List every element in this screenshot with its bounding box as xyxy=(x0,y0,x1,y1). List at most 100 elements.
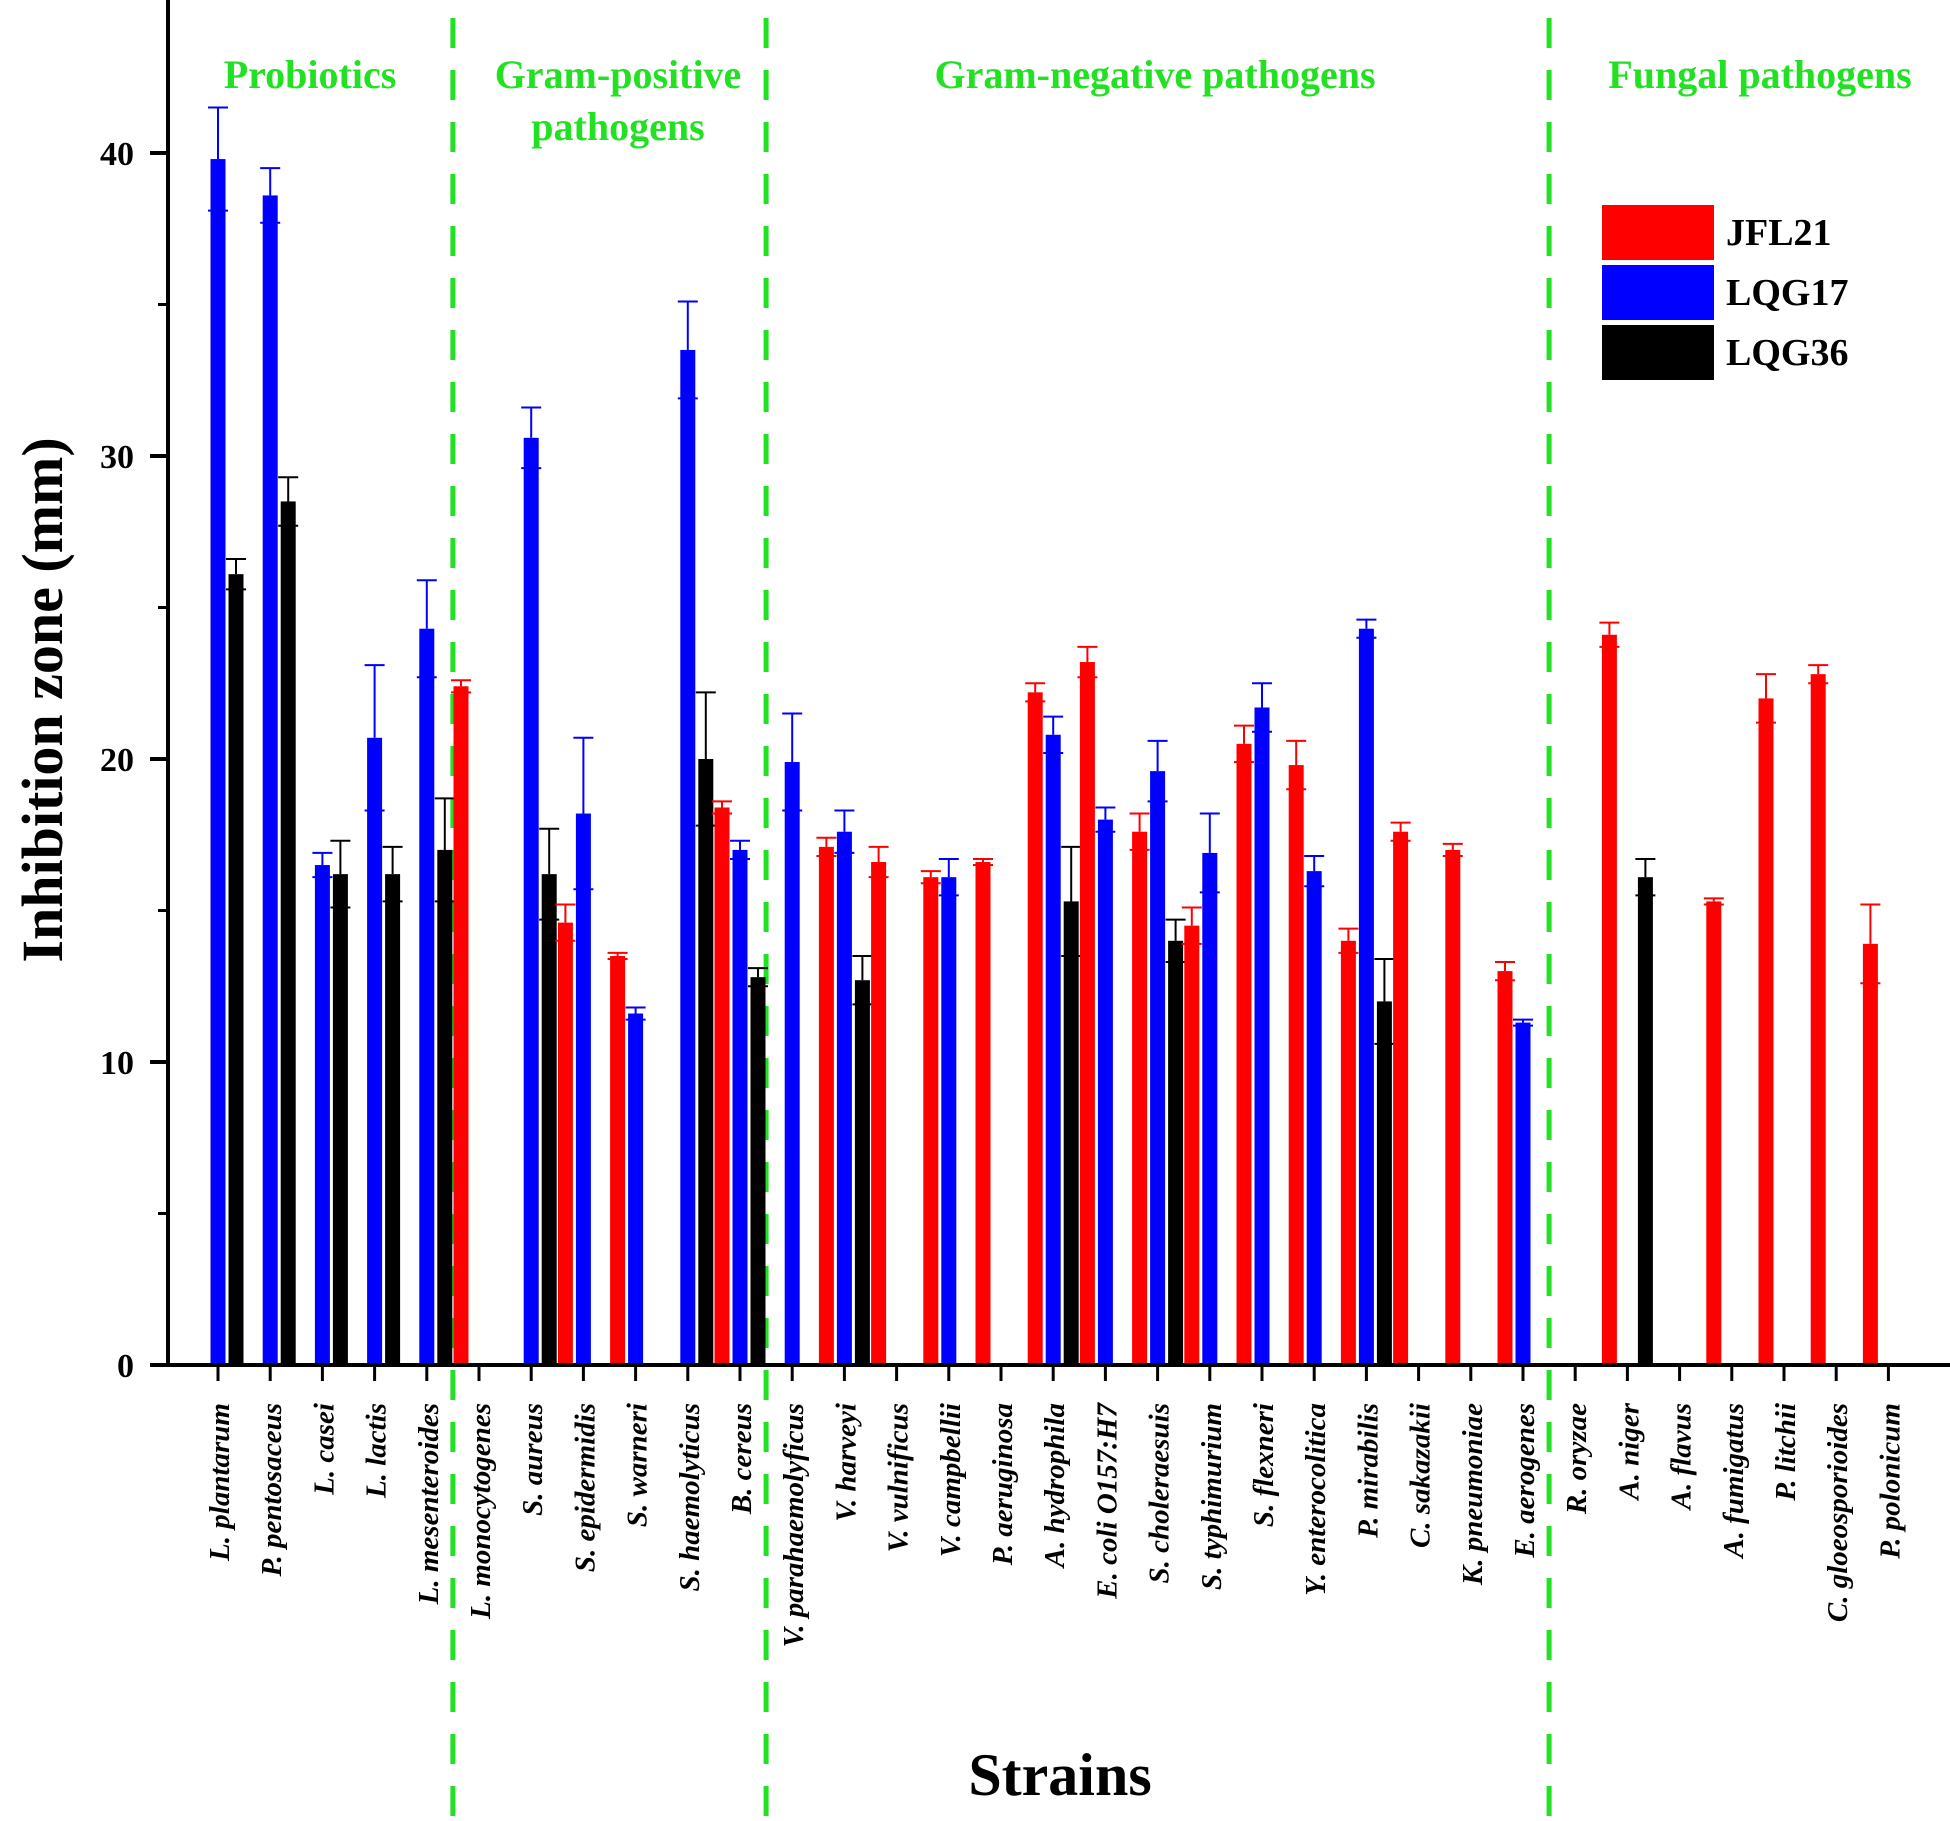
bar-jfl21-e-aerogenes xyxy=(1497,971,1513,1365)
error-bar-lqg17-y-enterocolitica xyxy=(1304,854,1325,888)
bar-lqg17-b-cereus xyxy=(732,849,748,1365)
y-tick-label-20: 20 xyxy=(100,742,134,779)
category-label-c-sakazakii: C. sakazakii xyxy=(1405,1403,1437,1548)
error-bar-lqg36-p-mirabilis xyxy=(1374,957,1395,1045)
axes-layer xyxy=(150,0,1950,1381)
bar-jfl21-c-gloeosporioides xyxy=(1810,674,1826,1365)
bar-jfl21-v-vulnificus xyxy=(871,862,887,1365)
error-bar-jfl21-e-coli-o157-h7 xyxy=(1077,645,1098,679)
bar-jfl21-p-litchii xyxy=(1758,698,1774,1365)
category-label-s-flexneri: S. flexneri xyxy=(1248,1403,1280,1527)
category-label-a-fumigatus: A. fumigatus xyxy=(1718,1403,1750,1560)
bar-jfl21-y-enterocolitica xyxy=(1288,765,1304,1365)
bar-lqg36-l-plantarum xyxy=(228,574,244,1365)
error-bar-jfl21-e-aerogenes xyxy=(1495,961,1515,982)
bar-lqg36-a-niger xyxy=(1637,877,1653,1365)
bar-lqg17-e-coli-o157-h7 xyxy=(1097,819,1113,1365)
category-label-s-haemolyticus: S. haemolyticus xyxy=(674,1403,706,1592)
category-label-p-polonicum: P. polonicum xyxy=(1874,1403,1906,1560)
bar-lqg36-p-mirabilis xyxy=(1376,1001,1392,1365)
bar-lqg36-v-harveyi xyxy=(854,980,870,1365)
error-bar-jfl21-b-cereus xyxy=(712,800,732,815)
text-layer: Probiotics Gram-positive pathogens Gram-neg… xyxy=(10,52,1912,1808)
error-bar-jfl21-l-monocytogenes xyxy=(451,679,471,694)
error-bar-jfl21-c-sakazakii xyxy=(1390,821,1411,842)
bar-jfl21-a-hydrophila xyxy=(1027,692,1043,1365)
bar-lqg36-s-choleraesuis xyxy=(1168,940,1184,1365)
error-bar-lqg17-v-harveyi xyxy=(834,809,855,854)
category-label-s-epidermidis: S. epidermidis xyxy=(569,1403,601,1572)
error-bar-lqg36-a-hydrophila xyxy=(1061,845,1082,957)
error-bar-lqg17-s-flexneri xyxy=(1252,682,1272,733)
bar-jfl21-l-monocytogenes xyxy=(453,686,469,1365)
error-bar-lqg36-v-harveyi xyxy=(852,954,873,1006)
error-bar-lqg17-v-campbellii xyxy=(938,857,959,897)
error-bar-lqg36-s-aureus xyxy=(539,827,560,921)
category-label-p-mirabilis: P. mirabilis xyxy=(1352,1403,1384,1539)
error-bar-jfl21-p-polonicum xyxy=(1860,903,1881,985)
bar-jfl21-p-mirabilis xyxy=(1340,940,1356,1365)
category-label-r-oryzae: R. oryzae xyxy=(1561,1403,1593,1515)
bar-jfl21-a-niger xyxy=(1601,634,1617,1365)
category-label-c-gloeosporioides: C. gloeosporioides xyxy=(1822,1403,1854,1622)
bar-jfl21-p-aeruginosa xyxy=(975,862,991,1365)
y-tick-label-30: 30 xyxy=(100,439,134,476)
bar-lqg36-l-mesenteroides xyxy=(437,849,453,1365)
y-tick-label-0: 0 xyxy=(117,1348,134,1385)
bar-lqg36-s-aureus xyxy=(541,874,557,1365)
bar-lqg17-v-harveyi xyxy=(836,831,852,1365)
legend-swatch-lqg17 xyxy=(1602,265,1714,320)
bar-lqg17-l-plantarum xyxy=(210,159,226,1365)
category-label-l-lactis: L. lactis xyxy=(361,1403,393,1499)
error-bar-jfl21-p-aeruginosa xyxy=(973,857,993,867)
category-label-l-casei: L. casei xyxy=(308,1403,340,1496)
category-label-a-niger: A. niger xyxy=(1613,1402,1645,1501)
group-label-gram-negative-pathogens: Gram-negative pathogens xyxy=(934,52,1375,97)
category-label-v-campbellii: V. campbellii xyxy=(935,1403,967,1557)
group-label-gram-positive: Gram-positive xyxy=(495,52,742,97)
error-bar-lqg36-s-haemolyticus xyxy=(695,691,716,827)
error-bar-lqg17-v-parahaemolyficus xyxy=(782,712,803,812)
bar-lqg36-s-haemolyticus xyxy=(698,759,714,1365)
error-bar-lqg17-e-aerogenes xyxy=(1513,1018,1533,1027)
bar-lqg17-s-typhimurium xyxy=(1202,852,1218,1365)
category-label-e-coli-o157-h7: E. coli O157:H7 xyxy=(1091,1402,1123,1600)
bar-lqg17-v-campbellii xyxy=(941,877,957,1365)
x-axis-title: Strains xyxy=(968,1742,1151,1808)
error-bar-jfl21-p-mirabilis xyxy=(1338,927,1359,954)
y-tick-label-40: 40 xyxy=(100,136,134,173)
error-bar-lqg17-s-epidermidis xyxy=(573,736,594,891)
error-bar-jfl21-a-niger xyxy=(1599,621,1620,648)
error-bar-lqg36-l-lactis xyxy=(382,845,403,903)
bar-lqg17-p-mirabilis xyxy=(1358,628,1374,1365)
category-label-l-monocytogenes: L. monocytogenes xyxy=(465,1403,497,1620)
bar-lqg17-s-haemolyticus xyxy=(680,349,696,1365)
category-label-e-aerogenes: E. aerogenes xyxy=(1509,1403,1541,1559)
error-bar-jfl21-v-vulnificus xyxy=(868,845,889,879)
y-axis-title: Inhibition zone (mm) xyxy=(10,437,75,962)
error-bar-jfl21-s-flexneri xyxy=(1234,724,1254,764)
error-bar-lqg17-l-lactis xyxy=(364,664,385,812)
error-bar-lqg17-b-cereus xyxy=(730,839,750,860)
category-label-v-harveyi: V. harveyi xyxy=(830,1403,862,1522)
error-bar-jfl21-s-warneri xyxy=(607,951,628,960)
bar-lqg17-v-parahaemolyficus xyxy=(784,762,800,1365)
bar-lqg17-s-warneri xyxy=(628,1013,644,1365)
error-bar-lqg17-s-haemolyticus xyxy=(677,300,698,400)
error-bar-jfl21-a-hydrophila xyxy=(1025,682,1046,703)
bar-jfl21-s-choleraesuis xyxy=(1132,831,1148,1365)
error-bar-lqg36-l-plantarum xyxy=(226,558,246,591)
category-label-p-litchii: P. litchii xyxy=(1770,1403,1802,1502)
bar-jfl21-s-typhimurium xyxy=(1184,925,1200,1365)
error-bar-jfl21-k-pneumoniae xyxy=(1442,842,1463,857)
error-bar-jfl21-y-enterocolitica xyxy=(1286,739,1307,791)
group-label-gram-positive: pathogens xyxy=(531,104,704,149)
error-bar-jfl21-a-fumigatus xyxy=(1703,897,1724,906)
bar-lqg36-b-cereus xyxy=(750,977,766,1365)
category-label-a-hydrophila: A. hydrophila xyxy=(1039,1403,1071,1569)
bar-lqg17-s-aureus xyxy=(523,437,539,1365)
error-bar-lqg17-a-hydrophila xyxy=(1043,715,1064,754)
error-bar-lqg36-b-cereus xyxy=(748,967,768,988)
bar-lqg17-l-lactis xyxy=(367,737,383,1365)
